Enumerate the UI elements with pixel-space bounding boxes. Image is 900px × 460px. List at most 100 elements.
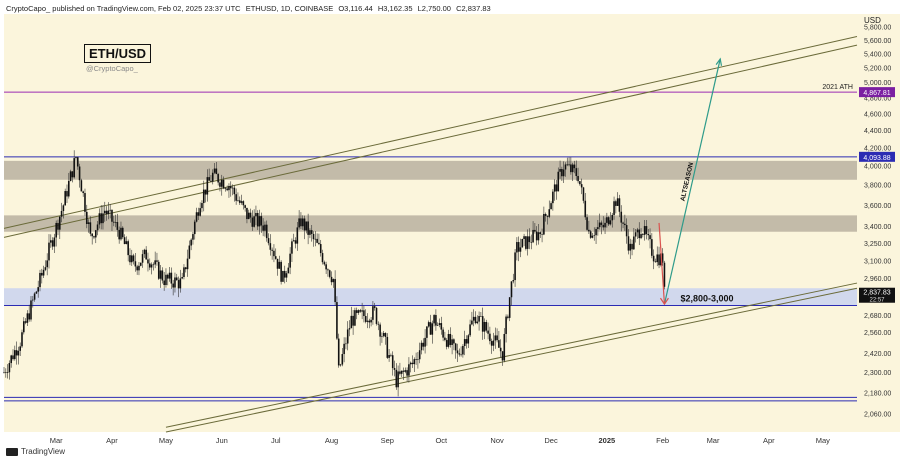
- y-tick-label-4: 5,000.00: [864, 80, 891, 87]
- candle-body-228: [413, 359, 416, 365]
- currency-label: USD: [864, 16, 881, 25]
- candle-body-158: [287, 267, 290, 274]
- candle-body-204: [370, 319, 372, 323]
- candle-body-254: [460, 354, 462, 356]
- candle-body-236: [427, 322, 430, 327]
- candle-body-152: [276, 258, 279, 269]
- candle-body-30: [57, 222, 59, 230]
- candle-body-351: [634, 232, 637, 237]
- candle-body-226: [409, 362, 412, 365]
- candle-body-296: [535, 231, 538, 241]
- candle-body-335: [606, 217, 608, 223]
- candle-body-126: [229, 186, 232, 189]
- candle-body-115: [210, 180, 212, 182]
- candle-body-337: [609, 220, 612, 225]
- candle-body-124: [226, 188, 228, 191]
- candle-body-320: [579, 181, 581, 185]
- candle-body-283: [512, 280, 515, 282]
- candle-body-54: [100, 213, 102, 224]
- candle-body-102: [186, 258, 189, 270]
- candle-body-59: [109, 209, 111, 211]
- candle-body-85: [156, 260, 158, 262]
- candle-body-249: [451, 339, 453, 345]
- symbol-info: ETHUSD, 1D, COINBASE: [245, 4, 334, 13]
- candle-body-48: [89, 222, 92, 234]
- candle-body-69: [127, 241, 129, 256]
- candle-body-162: [294, 240, 297, 244]
- candle-body-222: [402, 370, 405, 372]
- candle-body-121: [220, 179, 223, 187]
- candle-body-179: [325, 264, 327, 270]
- candle-body-100: [183, 267, 185, 277]
- candle-body-176: [319, 244, 322, 254]
- candle-body-3: [8, 363, 11, 373]
- footer: TradingView: [6, 447, 65, 456]
- candle-body-29: [55, 222, 57, 238]
- candle-body-118: [215, 168, 218, 175]
- candle-body-347: [627, 236, 630, 251]
- candle-body-136: [247, 212, 250, 220]
- candle-body-282: [510, 281, 513, 298]
- candle-body-91: [166, 274, 169, 279]
- channel-line-2: [165, 287, 858, 433]
- candle-body-363: [656, 254, 659, 263]
- candle-body-270: [489, 333, 491, 342]
- candle-body-322: [582, 187, 585, 201]
- candle-body-263: [476, 321, 479, 324]
- publisher-info: CryptoCapo_ published on TradingView.com…: [6, 4, 241, 13]
- candle-body-109: [199, 208, 201, 216]
- y-tick-label-10: 3,800.00: [864, 183, 891, 190]
- candle-body-28: [53, 237, 56, 247]
- candle-body-333: [602, 224, 605, 228]
- candle-body-207: [375, 307, 378, 324]
- author-handle: @CryptoCapo_: [86, 64, 138, 73]
- candle-body-310: [561, 169, 563, 177]
- candle-body-238: [431, 323, 434, 335]
- candle-body-301: [544, 213, 547, 216]
- candle-body-131: [238, 200, 241, 203]
- candle-body-61: [112, 221, 115, 223]
- ohlc-close: C2,837.83: [456, 4, 491, 13]
- candle-body-10: [21, 332, 23, 347]
- candle-body-68: [125, 241, 128, 245]
- candle-body-246: [445, 340, 448, 347]
- x-tick-label-0: Mar: [50, 436, 63, 445]
- candle-body-251: [454, 343, 457, 351]
- candle-body-201: [364, 316, 367, 322]
- candle-body-284: [514, 252, 516, 281]
- candle-body-43: [80, 180, 83, 192]
- candle-body-359: [649, 235, 651, 240]
- candle-body-323: [584, 200, 587, 218]
- range-label: $2,800-3,000: [680, 294, 733, 304]
- candle-body-286: [517, 242, 520, 252]
- candle-body-5: [12, 355, 14, 360]
- symbol-title: ETH/USD: [84, 44, 152, 63]
- candle-body-187: [339, 364, 342, 366]
- candle-body-84: [154, 260, 156, 265]
- candle-body-12: [24, 321, 27, 323]
- candle-body-262: [474, 316, 477, 324]
- candle-body-135: [246, 207, 248, 220]
- candle-body-125: [228, 186, 230, 191]
- candle-body-248: [449, 333, 452, 345]
- candle-body-264: [478, 316, 480, 322]
- drop-arrow-head: [659, 297, 669, 306]
- candle-body-156: [283, 270, 286, 278]
- candle-body-292: [528, 236, 531, 243]
- x-tick-label-14: May: [816, 436, 830, 445]
- candle-body-167: [303, 218, 306, 231]
- zone-0: [4, 160, 857, 180]
- price-tag-bg-0: [859, 87, 895, 98]
- candle-body-27: [51, 240, 54, 247]
- ohlc-low: L2,750.00: [417, 4, 451, 13]
- ohlc-high: H3,162.35: [377, 4, 413, 13]
- candle-body-140: [255, 212, 257, 217]
- candle-body-195: [354, 310, 356, 326]
- candle-body-141: [256, 212, 259, 227]
- candle-body-127: [231, 187, 234, 189]
- candle-body-105: [192, 234, 194, 240]
- candle-body-16: [31, 299, 34, 301]
- candle-body-116: [211, 172, 214, 182]
- candle-body-114: [208, 177, 210, 181]
